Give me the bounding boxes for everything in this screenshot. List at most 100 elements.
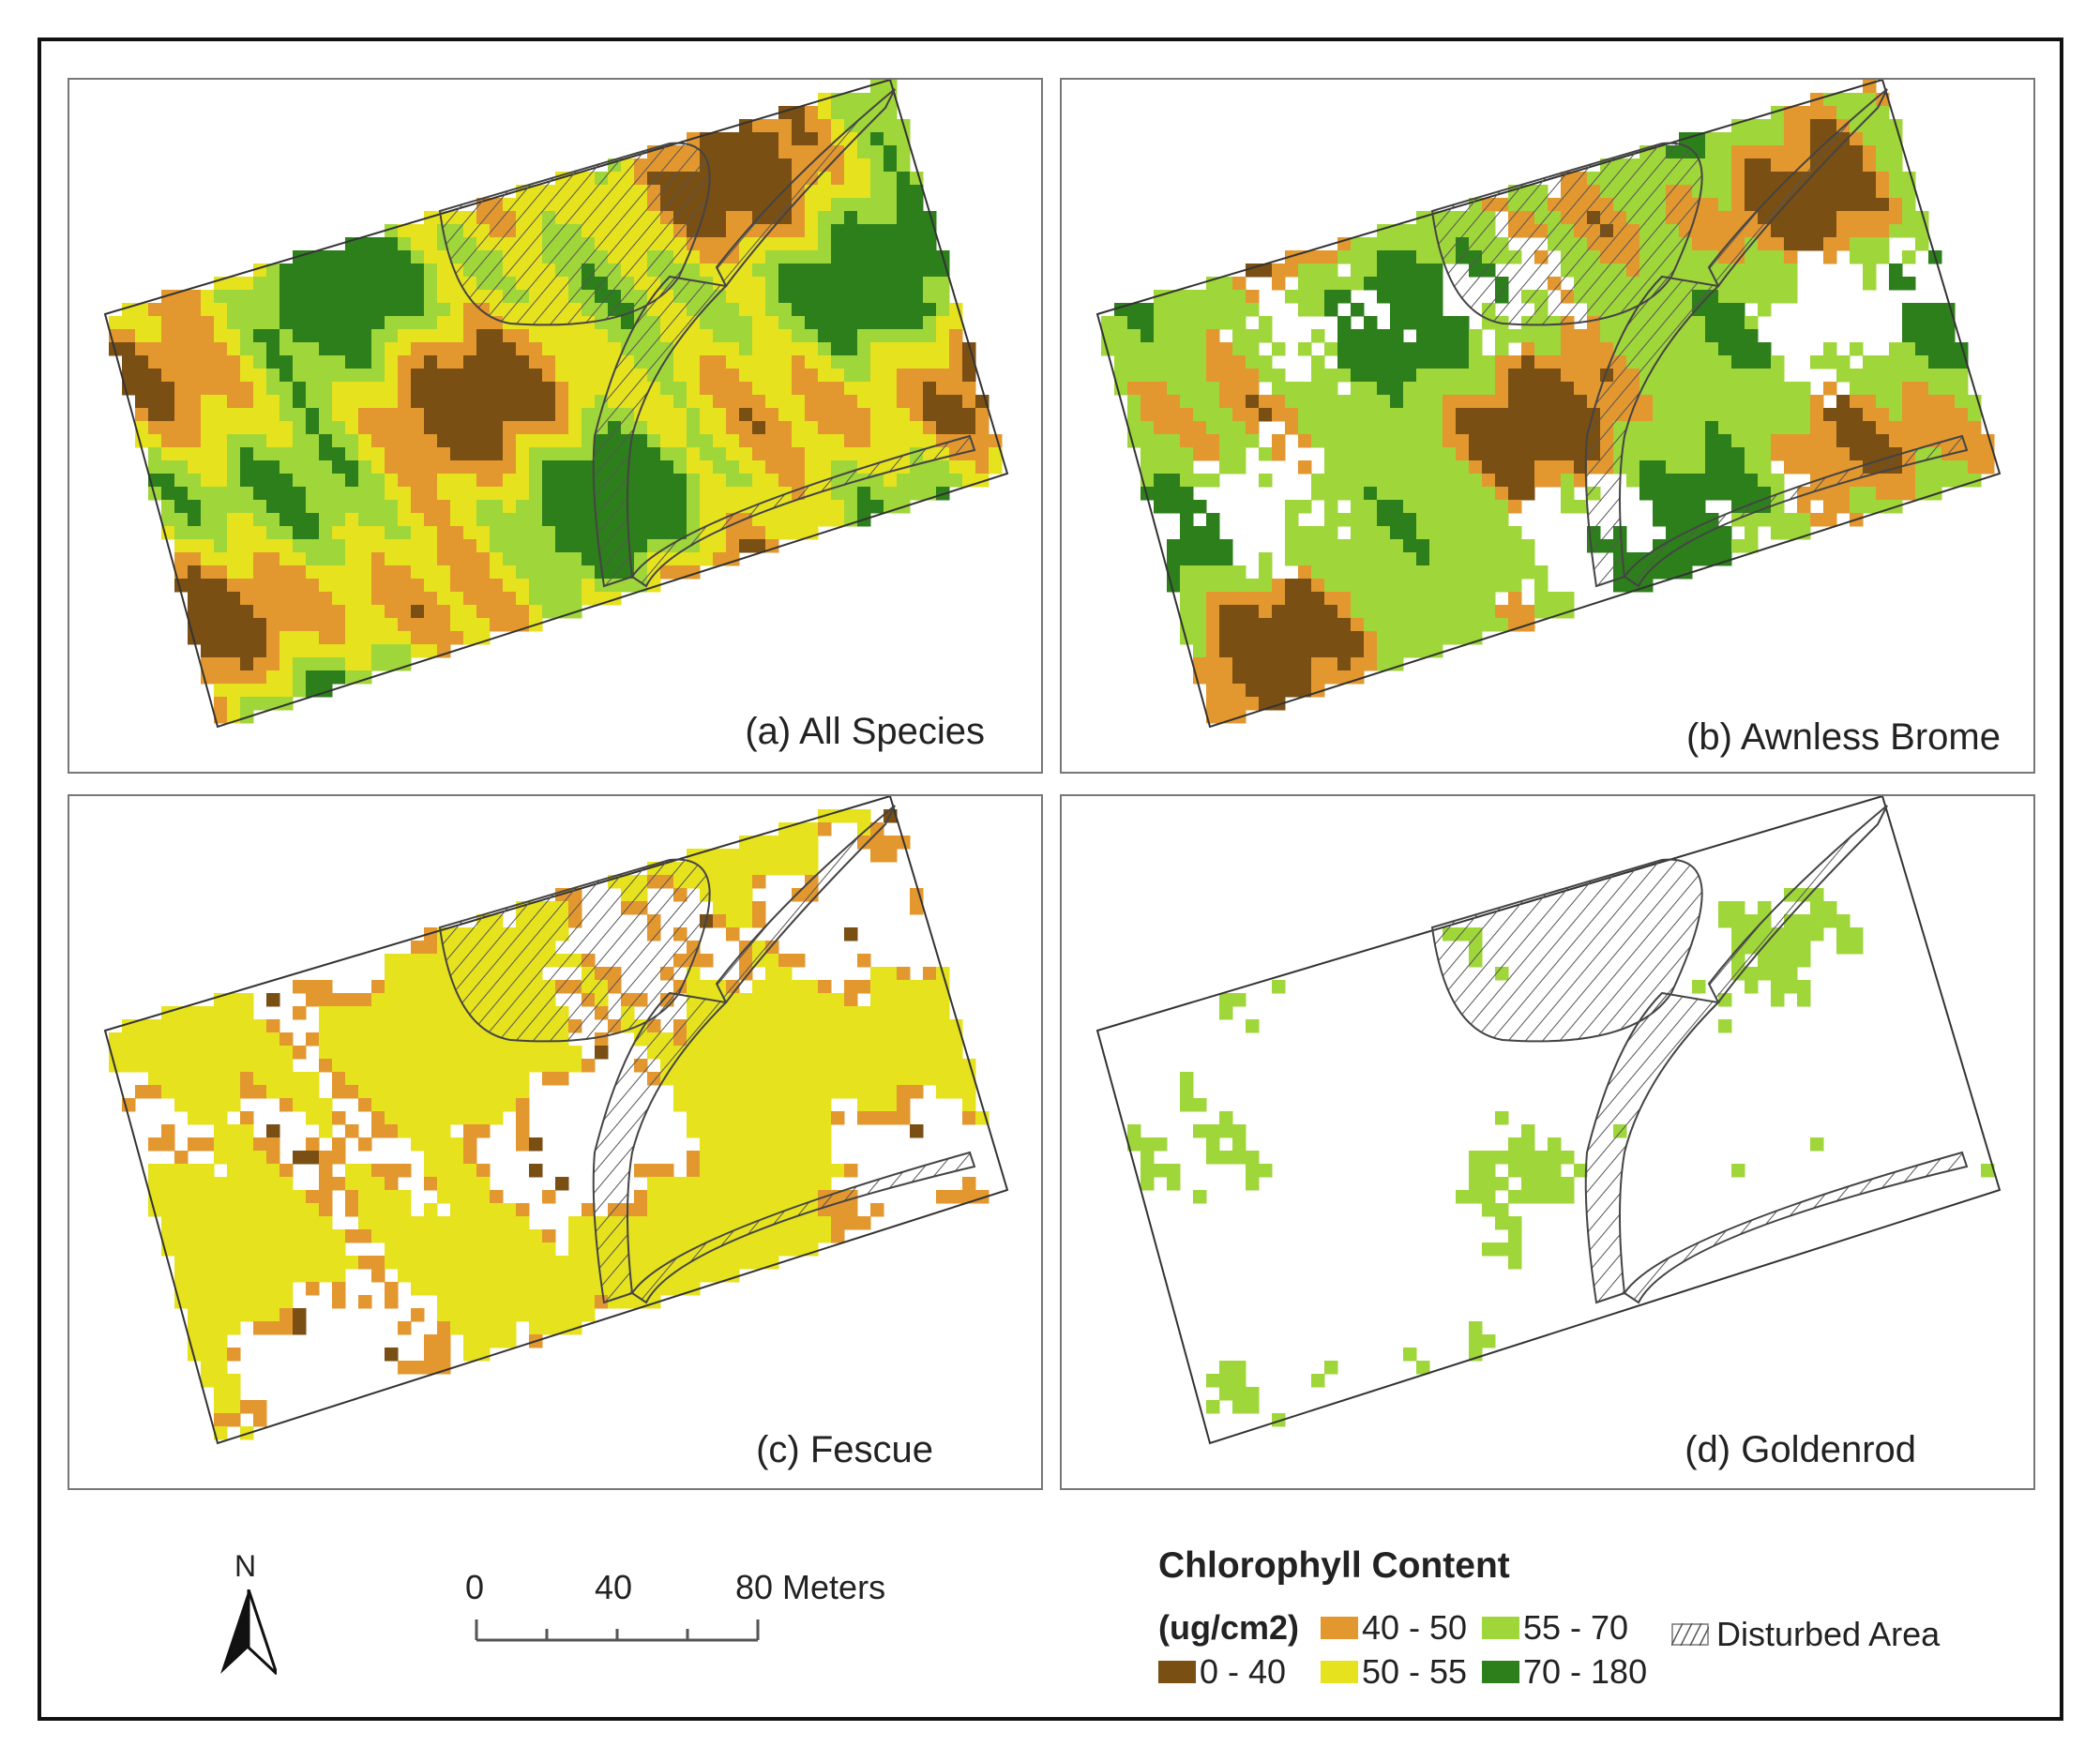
chlorophyll-cell: [1206, 710, 1220, 724]
chlorophyll-cell: [332, 618, 346, 632]
chlorophyll-cell: [687, 355, 701, 369]
chlorophyll-cell: [371, 1085, 385, 1099]
chlorophyll-cell: [542, 526, 556, 540]
chlorophyll-cell: [1154, 382, 1168, 396]
chlorophyll-cell: [1889, 474, 1903, 488]
chlorophyll-cell: [214, 460, 228, 474]
chlorophyll-cell: [227, 1098, 241, 1112]
chlorophyll-cell: [279, 1059, 294, 1073]
chlorophyll-cell: [1259, 592, 1273, 606]
chlorophyll-cell: [201, 1269, 215, 1283]
chlorophyll-cell: [1114, 369, 1128, 383]
chlorophyll-cell: [148, 434, 162, 448]
chlorophyll-cell: [542, 1190, 556, 1204]
chlorophyll-cell: [1259, 644, 1273, 658]
chlorophyll-cell: [1758, 264, 1772, 278]
chlorophyll-cell: [897, 329, 911, 343]
chlorophyll-cell: [1639, 487, 1654, 501]
chlorophyll-cell: [358, 408, 372, 422]
chlorophyll-cell: [1167, 447, 1181, 461]
chlorophyll-cell: [1416, 631, 1430, 645]
chlorophyll-cell: [122, 329, 136, 343]
chlorophyll-cell: [306, 1151, 320, 1165]
chlorophyll-cell: [1272, 618, 1286, 632]
chlorophyll-cell: [1745, 290, 1759, 304]
chlorophyll-cell: [1850, 382, 1864, 396]
chlorophyll-cell: [279, 1164, 294, 1178]
chlorophyll-cell: [897, 993, 911, 1007]
chlorophyll-cell: [1429, 290, 1443, 304]
chlorophyll-cell: [765, 172, 779, 186]
chlorophyll-cell: [805, 132, 819, 146]
chlorophyll-cell: [805, 836, 819, 850]
chlorophyll-cell: [319, 565, 333, 580]
chlorophyll-cell: [1246, 631, 1260, 645]
chlorophyll-cell: [358, 1006, 372, 1020]
chlorophyll-cell: [371, 1072, 385, 1086]
chlorophyll-cell: [844, 342, 858, 356]
chlorophyll-cell: [503, 1046, 517, 1060]
chlorophyll-cell: [1443, 579, 1457, 593]
chlorophyll-cell: [332, 1006, 346, 1020]
chlorophyll-cell: [476, 552, 491, 566]
chlorophyll-cell: [332, 395, 346, 409]
chlorophyll-cell: [174, 474, 189, 488]
chlorophyll-cell: [1324, 369, 1338, 383]
chlorophyll-cell: [897, 145, 911, 159]
chlorophyll-cell: [450, 290, 464, 304]
chlorophyll-cell: [358, 526, 372, 540]
chlorophyll-cell: [411, 395, 425, 409]
chlorophyll-cell: [1390, 369, 1404, 383]
chlorophyll-cell: [1219, 421, 1233, 435]
chlorophyll-cell: [332, 631, 346, 645]
chlorophyll-cell: [923, 1046, 937, 1060]
chlorophyll-cell: [319, 369, 333, 383]
chlorophyll-cell: [437, 1216, 451, 1230]
chlorophyll-cell: [1482, 513, 1496, 527]
chlorophyll-cell: [358, 565, 372, 580]
chlorophyll-cell: [1351, 526, 1365, 540]
chlorophyll-cell: [555, 539, 569, 553]
chlorophyll-cell: [1180, 434, 1194, 448]
chlorophyll-cell: [778, 316, 793, 330]
chlorophyll-cell: [319, 980, 333, 994]
chlorophyll-cell: [1534, 434, 1549, 448]
chlorophyll-cell: [713, 1203, 727, 1217]
chlorophyll-cell: [713, 500, 727, 514]
chlorophyll-cell: [1167, 355, 1181, 369]
chlorophyll-cell: [476, 1124, 491, 1138]
chlorophyll-cell: [424, 1177, 438, 1191]
chlorophyll-cell: [1429, 316, 1443, 330]
chlorophyll-cell: [752, 316, 766, 330]
chlorophyll-cell: [450, 539, 464, 553]
chlorophyll-cell: [437, 421, 451, 435]
chlorophyll-cell: [726, 132, 740, 146]
chlorophyll-cell: [1390, 487, 1404, 501]
chlorophyll-cell: [529, 342, 543, 356]
chlorophyll-cell: [476, 1256, 491, 1270]
chlorophyll-cell: [1495, 434, 1509, 448]
chlorophyll-cell: [398, 264, 412, 278]
chlorophyll-cell: [188, 1308, 202, 1322]
chlorophyll-cell: [201, 355, 215, 369]
chlorophyll-cell: [437, 329, 451, 343]
chlorophyll-cell: [1351, 539, 1365, 553]
chlorophyll-cell: [319, 631, 333, 645]
chlorophyll-cell: [398, 993, 412, 1007]
chlorophyll-cell: [358, 618, 372, 632]
chlorophyll-cell: [279, 644, 294, 658]
chlorophyll-cell: [962, 1059, 976, 1073]
chlorophyll-cell: [542, 408, 556, 422]
chlorophyll-cell: [884, 487, 898, 501]
chlorophyll-cell: [1416, 264, 1430, 278]
chlorophyll-cell: [503, 552, 517, 566]
chlorophyll-cell: [713, 145, 727, 159]
chlorophyll-cell: [870, 237, 884, 251]
chlorophyll-cell: [201, 460, 215, 474]
chlorophyll-cell: [792, 316, 806, 330]
chlorophyll-cell: [805, 500, 819, 514]
chlorophyll-cell: [490, 513, 504, 527]
chlorophyll-cell: [923, 1006, 937, 1020]
chlorophyll-cell: [1758, 342, 1772, 356]
chlorophyll-cell: [1259, 565, 1273, 580]
